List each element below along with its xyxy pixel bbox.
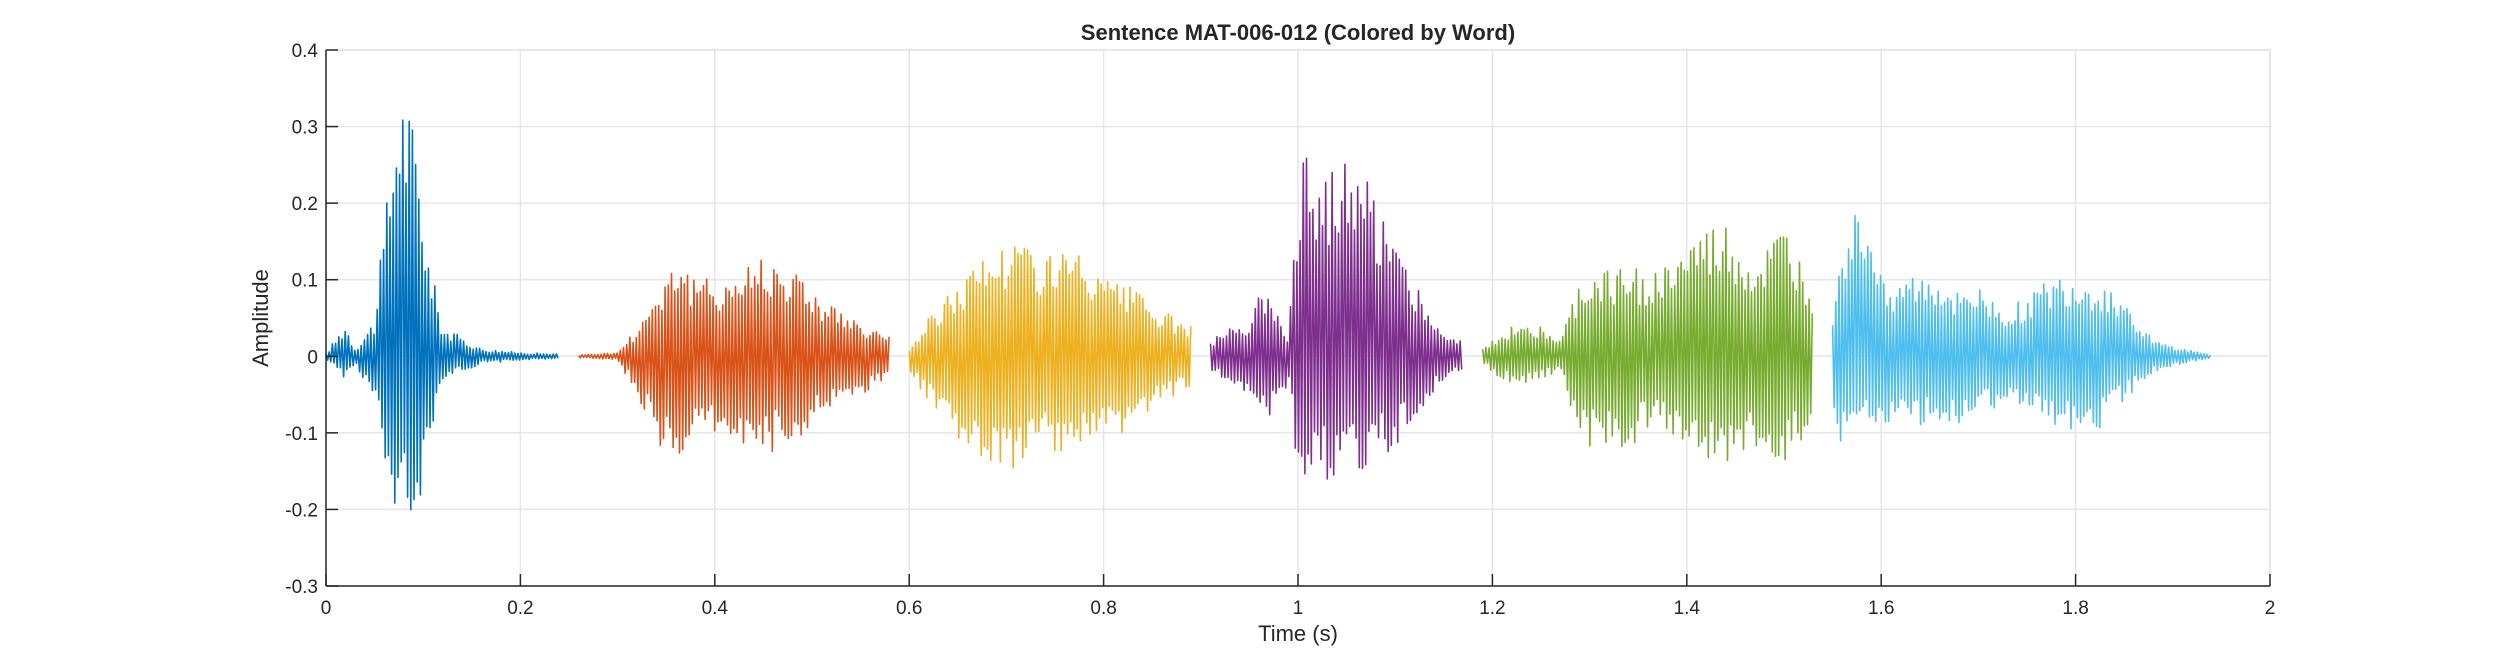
x-tick-label: 0.2 [507, 598, 533, 619]
word-waveform-2 [578, 259, 890, 454]
x-tick-label: 1.2 [1479, 598, 1505, 619]
word-waveform-4 [1209, 157, 1463, 480]
y-tick-label: 0 [307, 347, 318, 368]
word-waveform-1 [325, 119, 559, 511]
y-tick-label: 0.3 [292, 118, 318, 139]
word-waveform-3 [908, 246, 1192, 469]
y-tick-label: -0.2 [285, 500, 318, 521]
x-tick-label: 0.6 [896, 598, 922, 619]
x-tick-label: 0.4 [702, 598, 729, 619]
x-tick-label: 0.8 [1090, 598, 1116, 619]
x-axis-label: Time (s) [1258, 621, 1338, 646]
chart-title: Sentence MAT-006-012 (Colored by Word) [1081, 20, 1515, 45]
y-tick-label: 0.2 [292, 194, 318, 215]
y-axis-label: Amplitude [248, 269, 273, 367]
y-tick-label: 0.1 [292, 271, 318, 292]
y-tick-label: -0.3 [285, 577, 318, 598]
y-tick-labels: -0.3 -0.2 -0.1 0 0.1 0.2 0.3 0.4 [285, 41, 318, 598]
y-tick-label: -0.1 [285, 424, 318, 445]
axes [325, 49, 2271, 587]
y-tick-label: 0.4 [292, 41, 319, 62]
x-tick-label: 1.4 [1674, 598, 1701, 619]
word-waveform-5 [1481, 227, 1814, 462]
x-tick-label: 1.6 [1868, 598, 1894, 619]
word-waveform-6 [1831, 214, 2211, 442]
x-tick-label: 0 [321, 598, 332, 619]
x-tick-label: 1.8 [2062, 598, 2088, 619]
waveform-series [325, 119, 2211, 511]
x-tick-label: 1 [1293, 598, 1304, 619]
x-tick-labels: 0 0.2 0.4 0.6 0.8 1 1.2 1.4 1.6 1.8 2 [321, 598, 2276, 619]
x-tick-label: 2 [2265, 598, 2276, 619]
